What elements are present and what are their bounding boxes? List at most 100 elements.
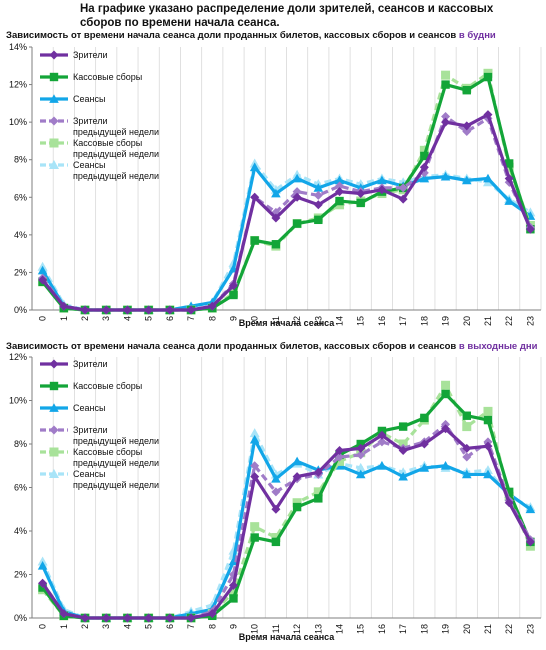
- data-point: [38, 275, 48, 285]
- data-point: [271, 188, 281, 198]
- series-viewers: [38, 110, 535, 315]
- y-tick-label: 4%: [14, 230, 27, 240]
- legend-marker: [49, 50, 59, 60]
- chart-title-accent: в будни: [458, 30, 496, 41]
- x-tick-label: 7: [186, 316, 196, 321]
- x-tick-label: 3: [101, 316, 111, 321]
- data-point: [335, 181, 345, 191]
- legend: Зрители Кассовые сборы Сеансы Зрители предыд…: [40, 50, 159, 181]
- chart-title-weekends: Зависимость от времени начала сеанса дол…: [6, 341, 537, 352]
- y-tick-label: 8%: [14, 155, 27, 165]
- data-point: [441, 70, 451, 80]
- data-point: [441, 117, 451, 127]
- data-point: [292, 187, 302, 197]
- data-point: [292, 173, 302, 183]
- data-point: [144, 305, 154, 315]
- y-tick-label: 6%: [14, 192, 27, 202]
- x-tick-label: 0: [38, 316, 48, 321]
- x-tick-label: 10: [250, 316, 260, 326]
- x-tick-label: 12: [292, 316, 302, 326]
- data-point: [313, 190, 323, 200]
- legend-label: Зрители: [73, 50, 107, 60]
- legend-marker: [49, 160, 59, 169]
- y-tick-label: 12%: [9, 80, 27, 90]
- x-tick-label: 17: [398, 316, 408, 326]
- legend-marker: [49, 94, 59, 103]
- data-point: [483, 72, 493, 82]
- data-point: [419, 173, 430, 183]
- series-line: [41, 114, 532, 312]
- chart-title-text: Зависимость от времени начала сеанса дол…: [6, 30, 457, 41]
- x-tick-label: 6: [165, 316, 175, 321]
- data-point: [462, 86, 471, 95]
- y-tick-label: 14%: [9, 42, 27, 52]
- x-tick-label: 19: [441, 316, 451, 326]
- data-point: [356, 189, 366, 199]
- data-point: [419, 162, 429, 172]
- legend-label: Кассовые сборы предыдущей недели: [73, 138, 159, 159]
- data-point: [37, 265, 48, 275]
- page-heading: На графике указано распределение доли зр…: [80, 3, 494, 29]
- data-point: [292, 192, 302, 202]
- data-point: [249, 162, 260, 172]
- x-tick-label: 5: [144, 316, 154, 321]
- data-point: [420, 151, 429, 161]
- data-point: [440, 171, 451, 181]
- y-tick-label: 10%: [9, 117, 27, 127]
- chart-title-weekdays: Зависимость от времени начала сеанса дол…: [6, 30, 496, 41]
- data-point: [334, 175, 345, 185]
- data-point: [377, 185, 387, 195]
- data-point: [314, 215, 323, 225]
- legend-marker: [49, 138, 59, 148]
- legend-item: Зрители предыдущей недели: [40, 116, 159, 137]
- x-tick-label: 8: [207, 316, 217, 321]
- x-tick-label: 18: [419, 316, 429, 326]
- legend-label: Сеансы: [73, 94, 105, 104]
- legend-item: Сеансы: [40, 94, 105, 104]
- data-point: [101, 305, 111, 315]
- data-point: [313, 183, 324, 192]
- y-tick-label: 2%: [14, 267, 27, 277]
- legend-label: Сеансы предыдущей недели: [73, 160, 159, 181]
- legend-item: Кассовые сборы: [40, 72, 142, 82]
- data-point: [377, 175, 387, 185]
- data-point: [335, 187, 345, 197]
- x-tick-label: 14: [335, 316, 345, 326]
- legend-item: Сеансы предыдущей недели: [40, 160, 159, 181]
- x-tick-label: 20: [462, 316, 472, 326]
- x-tick-label: 23: [525, 316, 535, 326]
- x-tick-label: 22: [504, 316, 514, 326]
- legend-label: Кассовые сборы: [73, 72, 142, 82]
- x-tick-label: 2: [80, 316, 90, 321]
- data-point: [250, 192, 260, 202]
- x-tick-label: 15: [356, 316, 366, 326]
- data-point: [504, 196, 514, 205]
- data-point: [525, 224, 535, 234]
- data-point: [59, 301, 69, 311]
- data-point: [250, 236, 259, 245]
- data-point: [441, 112, 451, 122]
- legend-item: Кассовые сборы предыдущей недели: [40, 138, 159, 159]
- data-point: [462, 121, 472, 131]
- data-point: [229, 290, 238, 300]
- data-point: [165, 305, 175, 315]
- x-tick-label: 11: [271, 316, 281, 325]
- data-point: [313, 200, 323, 210]
- data-point: [228, 281, 238, 291]
- legend-marker: [49, 116, 59, 126]
- data-point: [271, 213, 281, 223]
- data-point: [483, 110, 493, 120]
- data-point: [356, 198, 365, 208]
- data-point: [292, 219, 302, 228]
- x-tick-label: 21: [483, 316, 493, 326]
- x-tick-label: 4: [122, 316, 132, 321]
- data-point: [335, 196, 344, 206]
- x-tick-label: 1: [59, 316, 69, 321]
- x-axis-label: Время начала сеанса: [239, 318, 336, 328]
- x-tick-label: 9: [228, 316, 238, 321]
- data-point: [398, 194, 408, 204]
- data-point: [419, 145, 429, 155]
- data-point: [441, 80, 450, 89]
- data-point: [461, 175, 472, 185]
